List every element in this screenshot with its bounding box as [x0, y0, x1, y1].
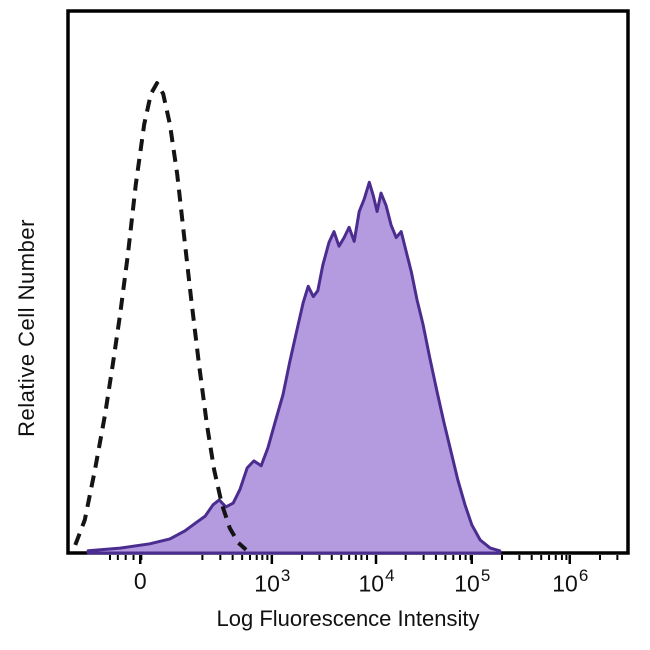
x-axis-label: Log Fluorescence Intensity	[216, 606, 480, 631]
dashed-histogram-curve	[73, 81, 248, 552]
tick-base: 0	[133, 568, 147, 594]
tick-base: 10	[454, 570, 480, 597]
x-tick-label: 104	[358, 566, 395, 598]
x-tick-label: 0	[134, 568, 147, 595]
tick-exponent: 6	[578, 566, 589, 585]
y-axis-label: Relative Cell Number	[14, 219, 39, 437]
x-tick-label: 105	[454, 566, 491, 598]
x-tick-labels: 0 103 104 105 106	[0, 566, 650, 602]
x-tick-label: 103	[254, 566, 291, 598]
tick-exponent: 4	[385, 566, 395, 585]
tick-base: 10	[552, 570, 578, 597]
filled-histogram-curve	[86, 180, 502, 555]
tick-base: 10	[254, 570, 280, 597]
x-tick-label: 106	[552, 566, 589, 598]
tick-base: 10	[358, 570, 385, 597]
tick-exponent: 3	[280, 566, 291, 585]
tick-exponent: 5	[480, 566, 491, 585]
